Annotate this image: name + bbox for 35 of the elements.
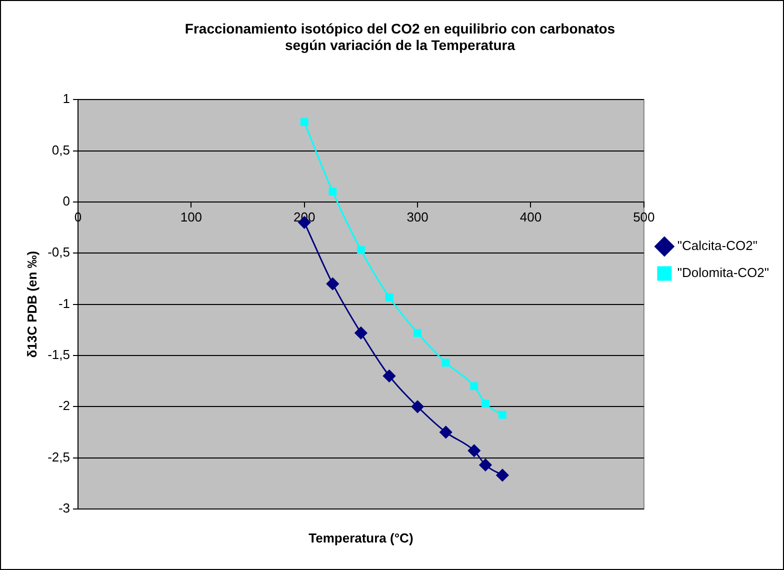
point [479, 458, 492, 472]
y-tick-label: -1 [58, 296, 70, 311]
legend-label: "Dolomita-CO2" [677, 265, 770, 280]
x-tick-label: 100 [180, 209, 202, 224]
point [326, 278, 339, 290]
point [498, 410, 506, 419]
point [411, 400, 424, 413]
y-tick-label: -0,5 [48, 244, 70, 260]
point [442, 358, 450, 367]
point [414, 329, 422, 337]
y-tick-label: 0 [62, 194, 70, 209]
y-axis-title: δ13C PDB (en ‰) [24, 250, 40, 358]
y-tick-label: 1 [62, 91, 70, 106]
point [468, 444, 480, 457]
x-tick-label: 300 [406, 209, 428, 224]
y-tick-label: -1,5 [48, 347, 70, 362]
point [385, 293, 394, 302]
point [440, 426, 452, 438]
x-tick-label: 500 [633, 209, 655, 224]
legend-label: "Calcita-CO2" [677, 238, 758, 254]
point [300, 118, 308, 126]
point [383, 370, 396, 382]
point [354, 326, 368, 340]
y-tick-label: -2,5 [48, 449, 70, 464]
point [470, 382, 478, 390]
point [496, 468, 509, 482]
y-tick-label: -2 [58, 398, 70, 414]
chart-title: Fraccionamiento isotópico del CO2 en equilibrio con carbonatos según variación de la Temperatura [184, 20, 616, 54]
point [482, 400, 490, 408]
y-tick-label: 0,5 [52, 142, 70, 158]
x-axis-title: Temperatura (°C) [308, 530, 414, 546]
x-tick-label: 400 [520, 209, 542, 224]
point [357, 246, 365, 254]
y-tick-label: -3 [58, 500, 70, 516]
point [328, 188, 337, 196]
